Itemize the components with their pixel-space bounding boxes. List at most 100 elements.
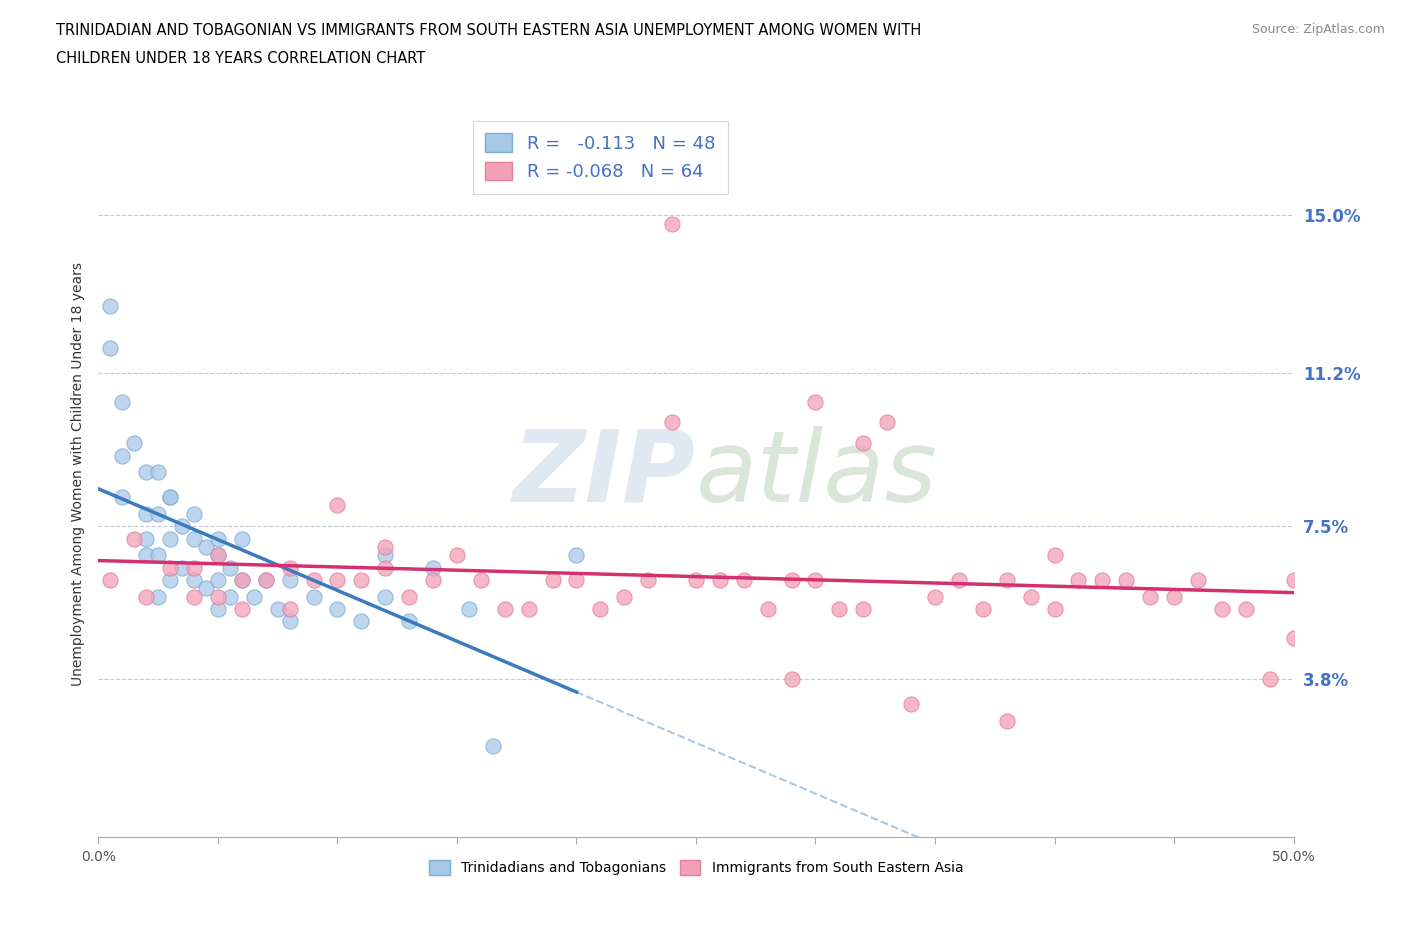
- Point: [278, 560, 301, 575]
- Point: [900, 697, 922, 711]
- Point: [709, 573, 731, 588]
- Point: [135, 548, 157, 563]
- Point: [219, 560, 242, 575]
- Point: [183, 531, 205, 546]
- Point: [124, 531, 146, 546]
- Text: ZIP: ZIP: [513, 426, 696, 523]
- Point: [1019, 589, 1042, 604]
- Point: [183, 506, 205, 521]
- Text: CHILDREN UNDER 18 YEARS CORRELATION CHART: CHILDREN UNDER 18 YEARS CORRELATION CHAR…: [56, 51, 426, 66]
- Text: atlas: atlas: [696, 426, 938, 523]
- Point: [541, 573, 564, 588]
- Point: [1163, 589, 1185, 604]
- Point: [148, 465, 170, 480]
- Point: [1234, 602, 1257, 617]
- Point: [780, 672, 803, 687]
- Point: [98, 340, 122, 355]
- Point: [326, 498, 349, 512]
- Point: [446, 548, 468, 563]
- Point: [159, 560, 181, 575]
- Point: [517, 602, 540, 617]
- Point: [267, 602, 290, 617]
- Point: [231, 531, 253, 546]
- Point: [565, 548, 588, 563]
- Point: [374, 589, 396, 604]
- Point: [159, 531, 181, 546]
- Point: [111, 448, 134, 463]
- Point: [756, 602, 779, 617]
- Text: 50.0%: 50.0%: [1271, 850, 1316, 864]
- Point: [374, 560, 396, 575]
- Point: [350, 573, 373, 588]
- Point: [254, 573, 277, 588]
- Point: [589, 602, 612, 617]
- Point: [481, 738, 505, 753]
- Point: [828, 602, 851, 617]
- Point: [1115, 573, 1137, 588]
- Point: [148, 589, 170, 604]
- Point: [637, 573, 659, 588]
- Point: [374, 539, 396, 554]
- Point: [159, 490, 181, 505]
- Point: [135, 531, 157, 546]
- Point: [183, 589, 205, 604]
- Point: [1043, 602, 1066, 617]
- Legend: Trinidadians and Tobagonians, Immigrants from South Eastern Asia: Trinidadians and Tobagonians, Immigrants…: [423, 855, 969, 881]
- Text: TRINIDADIAN AND TOBAGONIAN VS IMMIGRANTS FROM SOUTH EASTERN ASIA UNEMPLOYMENT AM: TRINIDADIAN AND TOBAGONIAN VS IMMIGRANTS…: [56, 23, 921, 38]
- Point: [172, 519, 194, 534]
- Point: [98, 573, 122, 588]
- Text: Source: ZipAtlas.com: Source: ZipAtlas.com: [1251, 23, 1385, 36]
- Point: [458, 602, 481, 617]
- Point: [195, 581, 218, 596]
- Point: [995, 573, 1018, 588]
- Point: [302, 573, 325, 588]
- Point: [231, 602, 253, 617]
- Point: [924, 589, 946, 604]
- Point: [565, 573, 588, 588]
- Point: [661, 415, 683, 430]
- Point: [207, 531, 229, 546]
- Point: [1282, 573, 1305, 588]
- Point: [995, 713, 1018, 728]
- Point: [685, 573, 707, 588]
- Point: [159, 573, 181, 588]
- Point: [613, 589, 636, 604]
- Point: [422, 573, 444, 588]
- Point: [948, 573, 970, 588]
- Point: [350, 614, 373, 629]
- Point: [876, 415, 898, 430]
- Point: [148, 548, 170, 563]
- Point: [398, 589, 420, 604]
- Point: [1282, 631, 1305, 645]
- Point: [1091, 573, 1114, 588]
- Point: [135, 465, 157, 480]
- Point: [804, 573, 827, 588]
- Text: 0.0%: 0.0%: [82, 850, 115, 864]
- Point: [183, 573, 205, 588]
- Point: [124, 436, 146, 451]
- Y-axis label: Unemployment Among Women with Children Under 18 years: Unemployment Among Women with Children U…: [70, 262, 84, 686]
- Point: [159, 490, 181, 505]
- Point: [852, 602, 875, 617]
- Point: [183, 560, 205, 575]
- Point: [1139, 589, 1161, 604]
- Point: [733, 573, 755, 588]
- Point: [1187, 573, 1209, 588]
- Point: [207, 548, 229, 563]
- Point: [231, 573, 253, 588]
- Point: [326, 602, 349, 617]
- Point: [219, 589, 242, 604]
- Point: [780, 573, 803, 588]
- Point: [852, 436, 875, 451]
- Point: [1258, 672, 1281, 687]
- Point: [98, 299, 122, 313]
- Point: [972, 602, 994, 617]
- Point: [494, 602, 516, 617]
- Point: [207, 602, 229, 617]
- Point: [278, 614, 301, 629]
- Point: [398, 614, 420, 629]
- Point: [470, 573, 492, 588]
- Point: [1067, 573, 1090, 588]
- Point: [1043, 548, 1066, 563]
- Point: [422, 560, 444, 575]
